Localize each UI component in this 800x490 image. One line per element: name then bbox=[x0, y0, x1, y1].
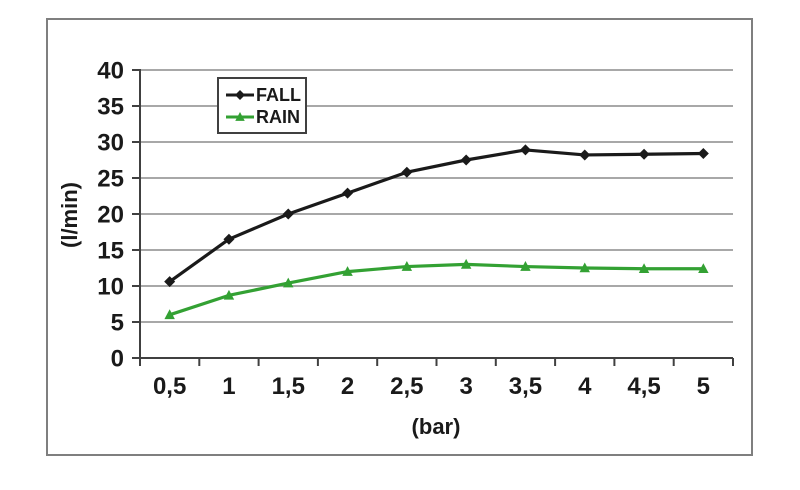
legend-label-rain: RAIN bbox=[256, 106, 300, 127]
svg-text:10: 10 bbox=[97, 273, 124, 300]
svg-text:2,5: 2,5 bbox=[390, 373, 423, 400]
svg-text:3,5: 3,5 bbox=[509, 373, 542, 400]
svg-text:25: 25 bbox=[97, 165, 124, 192]
chart-frame: 0 5 10 15 20 25 30 35 40 0,5 1 1,5 2 2,5 3 3,5 4 4,5 5 FAL… bbox=[46, 18, 753, 456]
fall-series-key-icon bbox=[226, 89, 254, 100]
svg-text:3: 3 bbox=[459, 373, 472, 400]
x-axis-title: (bar) bbox=[411, 414, 461, 439]
svg-text:15: 15 bbox=[97, 237, 124, 264]
rain-series-key-icon bbox=[226, 111, 254, 121]
legend-label-fall: FALL bbox=[256, 84, 301, 105]
svg-text:35: 35 bbox=[97, 93, 124, 120]
svg-text:2: 2 bbox=[341, 373, 354, 400]
svg-text:5: 5 bbox=[111, 309, 124, 336]
svg-text:0: 0 bbox=[111, 345, 124, 372]
svg-text:20: 20 bbox=[97, 201, 124, 228]
svg-text:1,5: 1,5 bbox=[272, 373, 305, 400]
svg-text:4,5: 4,5 bbox=[627, 373, 660, 400]
svg-text:0,5: 0,5 bbox=[153, 373, 186, 400]
svg-text:40: 40 bbox=[97, 57, 124, 84]
y-axis-title: (l/min) bbox=[57, 182, 82, 248]
svg-text:5: 5 bbox=[697, 373, 710, 400]
legend-item-fall: FALL bbox=[225, 85, 305, 105]
svg-text:4: 4 bbox=[578, 373, 592, 400]
legend: FALL RAIN bbox=[217, 77, 307, 134]
svg-text:1: 1 bbox=[222, 373, 235, 400]
line-chart: 0 5 10 15 20 25 30 35 40 0,5 1 1,5 2 2,5 3 3,5 4 4,5 5 bbox=[97, 57, 734, 400]
svg-text:30: 30 bbox=[97, 129, 124, 156]
legend-item-rain: RAIN bbox=[225, 107, 305, 127]
